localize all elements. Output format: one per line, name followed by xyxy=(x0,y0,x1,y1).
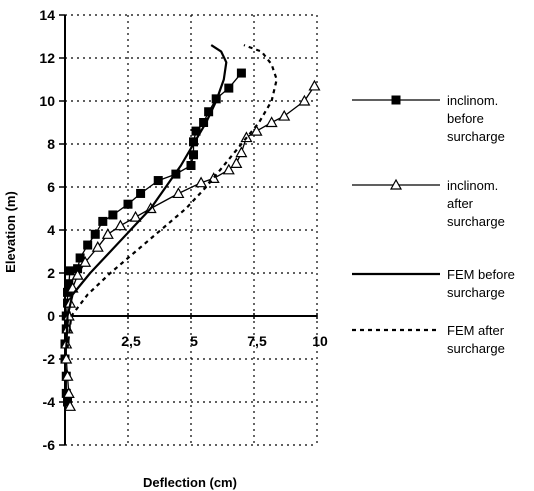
data-point xyxy=(222,163,235,175)
data-point xyxy=(136,188,146,198)
legend-entry-2: inclinom. after surcharge xyxy=(352,178,505,229)
data-point xyxy=(207,172,220,183)
y-tick-label: -2 xyxy=(43,351,56,367)
y-tick-label: -4 xyxy=(43,394,56,410)
data-point xyxy=(129,210,142,222)
data-point xyxy=(63,397,73,407)
legend-entry-3: FEM before surcharge xyxy=(352,267,515,300)
x-tick-label: 7,5 xyxy=(247,333,267,349)
data-point xyxy=(230,157,243,168)
data-point xyxy=(278,109,291,121)
y-tick-label: 2 xyxy=(47,265,55,281)
data-point xyxy=(91,240,104,252)
data-point xyxy=(60,352,73,364)
data-point xyxy=(153,176,163,186)
data-point xyxy=(71,268,84,280)
data-point xyxy=(195,176,208,188)
data-point xyxy=(236,68,246,78)
data-point xyxy=(75,253,85,263)
y-tick-label: 8 xyxy=(47,136,55,152)
y-tick-label: 14 xyxy=(39,7,55,23)
x-tick-labels: 2,5 5 7,5 10 xyxy=(121,333,328,349)
data-point xyxy=(204,107,214,117)
grid xyxy=(65,14,318,446)
y-tick-label: 12 xyxy=(39,50,55,66)
data-point xyxy=(61,369,74,381)
data-point xyxy=(108,210,118,220)
data-point xyxy=(191,126,201,136)
series-4 xyxy=(66,44,278,349)
y-tick-label: 10 xyxy=(39,93,55,109)
y-tick-label: 6 xyxy=(47,179,55,195)
data-point xyxy=(250,124,263,136)
y-axis-label: Elevation (m) xyxy=(3,191,18,273)
data-point xyxy=(308,79,321,91)
data-point xyxy=(101,228,114,239)
data-point xyxy=(62,387,75,398)
data-point xyxy=(298,94,311,106)
legend-marker xyxy=(391,95,401,105)
x-tick-label: 10 xyxy=(312,333,328,349)
data-point xyxy=(235,146,248,158)
data-point xyxy=(189,150,199,160)
legend-entry-1: inclinom. before surcharge xyxy=(352,93,505,144)
data-point xyxy=(114,219,127,231)
data-point xyxy=(98,216,108,226)
legend: inclinom. before surcharge inclinom. after su… xyxy=(352,93,515,356)
data-point xyxy=(224,83,234,93)
series-3 xyxy=(65,44,228,349)
series-group xyxy=(60,44,321,411)
series-2 xyxy=(60,79,321,411)
legend-label: inclinom. before surcharge xyxy=(447,93,505,144)
data-point xyxy=(64,400,77,411)
data-point xyxy=(172,187,185,199)
y-tick-label: -6 xyxy=(43,437,56,453)
y-tick-label: 0 xyxy=(47,308,55,324)
y-tick-label: 4 xyxy=(47,222,55,238)
data-point xyxy=(123,199,133,209)
x-axis-label: Deflection (cm) xyxy=(143,475,237,490)
data-point xyxy=(83,240,93,250)
x-tick-label: 2,5 xyxy=(121,333,141,349)
series-line xyxy=(65,44,228,349)
data-point xyxy=(64,279,74,289)
data-point xyxy=(65,266,75,276)
legend-label: FEM before surcharge xyxy=(447,267,515,300)
series-line xyxy=(66,44,278,349)
legend-label: FEM after surcharge xyxy=(447,323,505,356)
data-point xyxy=(90,229,100,239)
data-point xyxy=(79,256,92,267)
legend-marker xyxy=(389,178,403,190)
data-point xyxy=(186,161,196,170)
data-point xyxy=(199,118,209,127)
data-point xyxy=(73,264,83,274)
y-tick-labels: -6 -4 -2 0 2 4 6 8 10 12 14 xyxy=(39,7,55,453)
legend-label: inclinom. after surcharge xyxy=(447,178,505,229)
legend-entry-4: FEM after surcharge xyxy=(352,323,505,356)
x-tick-label: 5 xyxy=(190,333,198,349)
data-point xyxy=(265,116,278,128)
